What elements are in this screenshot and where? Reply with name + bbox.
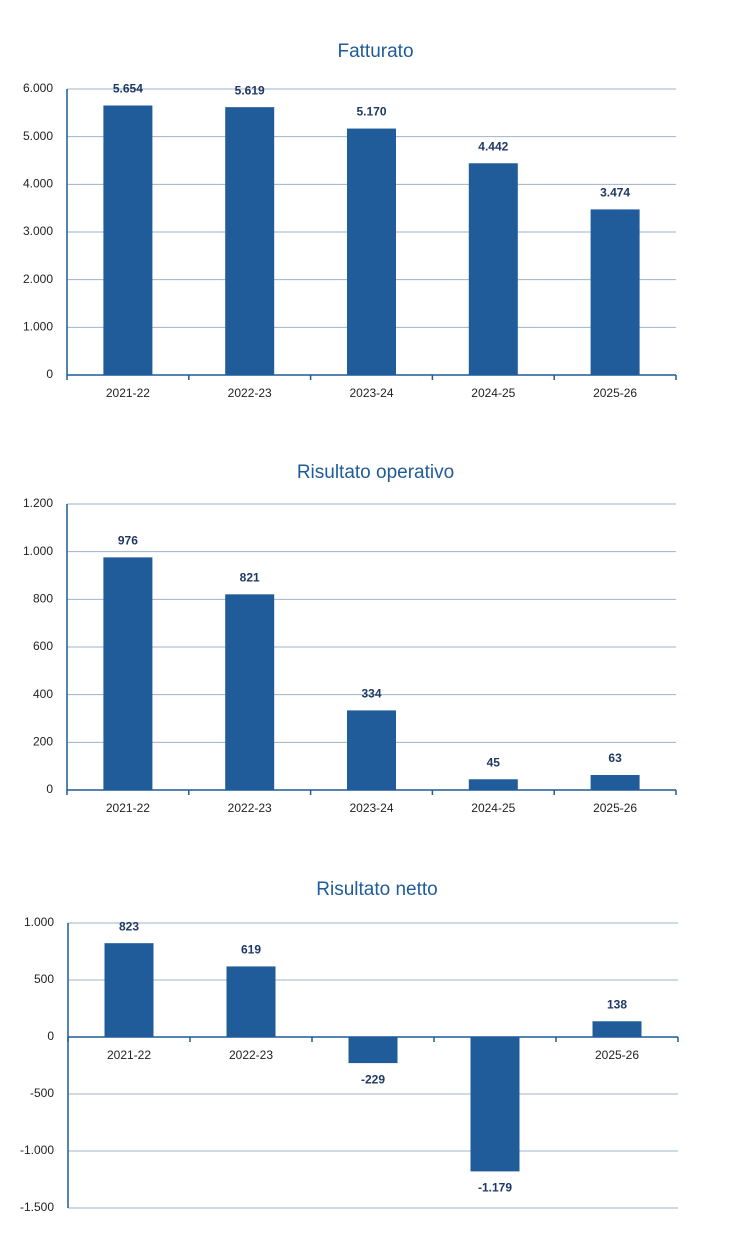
bar: [225, 594, 275, 790]
y-tick-label: -1.500: [20, 1200, 54, 1214]
y-tick-label: 0: [46, 367, 53, 381]
bar: [347, 710, 396, 790]
y-tick-label: -500: [30, 1086, 54, 1100]
x-tick-label: 2024-25: [471, 801, 515, 815]
value-label: -229: [361, 1072, 385, 1086]
value-label: 45: [487, 755, 501, 769]
y-tick-label: 1.000: [24, 915, 54, 929]
y-tick-label: 1.200: [23, 496, 53, 510]
bar: [590, 774, 640, 790]
bar: [468, 779, 518, 790]
y-tick-label: 4.000: [23, 177, 53, 191]
y-tick-label: 200: [33, 735, 53, 749]
value-label: 334: [361, 687, 381, 701]
y-tick-label: 400: [33, 687, 53, 701]
x-tick-label: 2021-22: [106, 801, 150, 815]
y-tick-label: 6.000: [23, 81, 53, 95]
value-label: 138: [607, 997, 627, 1011]
y-tick-label: 1.000: [23, 544, 53, 558]
x-tick-label: 2022-23: [228, 801, 272, 815]
x-tick-label: 2023-24: [349, 801, 393, 815]
value-label: 619: [241, 943, 261, 957]
y-tick-label: 1.000: [23, 320, 53, 334]
y-tick-label: 500: [34, 972, 54, 986]
bar: [468, 163, 518, 375]
x-tick-label: 2025-26: [595, 1048, 639, 1062]
x-tick-label: 2022-23: [228, 386, 272, 400]
bar: [470, 1037, 520, 1172]
bar: [592, 1021, 642, 1037]
y-tick-label: 5.000: [23, 129, 53, 143]
y-tick-label: -1.000: [20, 1143, 54, 1157]
chart-title: Risultato operativo: [297, 462, 454, 483]
x-tick-label: 2024-25: [471, 386, 515, 400]
chart-title: Fatturato: [337, 41, 413, 62]
value-label: 5.654: [113, 82, 143, 96]
value-label: 823: [119, 919, 139, 933]
value-label: 976: [118, 534, 138, 548]
y-tick-label: 600: [33, 639, 53, 653]
value-label: 63: [608, 751, 622, 765]
x-tick-label: 2021-22: [106, 386, 150, 400]
y-tick-label: 800: [33, 592, 53, 606]
bar: [347, 128, 396, 375]
bar: [103, 105, 153, 375]
y-tick-label: 2.000: [23, 272, 53, 286]
value-label: -1.179: [478, 1181, 512, 1195]
bar: [348, 1037, 398, 1064]
value-label: 5.619: [235, 83, 265, 97]
bar: [226, 966, 276, 1037]
x-tick-label: 2025-26: [593, 386, 637, 400]
y-tick-label: 0: [47, 1029, 54, 1043]
bar: [590, 209, 640, 375]
y-tick-label: 0: [46, 782, 53, 796]
value-label: 4.442: [478, 139, 508, 153]
x-tick-label: 2025-26: [593, 801, 637, 815]
value-label: 5.170: [356, 105, 386, 119]
x-tick-label: 2023-24: [349, 386, 393, 400]
bar: [225, 107, 275, 375]
x-tick-label: 2021-22: [107, 1048, 151, 1062]
x-tick-label: 2022-23: [229, 1048, 273, 1062]
bar: [104, 943, 154, 1037]
value-label: 3.474: [600, 186, 630, 200]
chart-title: Risultato netto: [316, 879, 437, 900]
value-label: 821: [240, 571, 260, 585]
bar: [103, 557, 153, 790]
y-tick-label: 3.000: [23, 224, 53, 238]
